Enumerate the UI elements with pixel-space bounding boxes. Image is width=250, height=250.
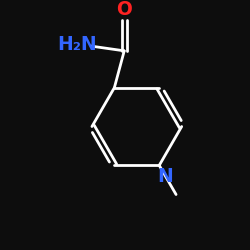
Text: H₂N: H₂N (57, 36, 97, 54)
Text: O: O (116, 0, 132, 19)
Text: N: N (157, 166, 173, 186)
